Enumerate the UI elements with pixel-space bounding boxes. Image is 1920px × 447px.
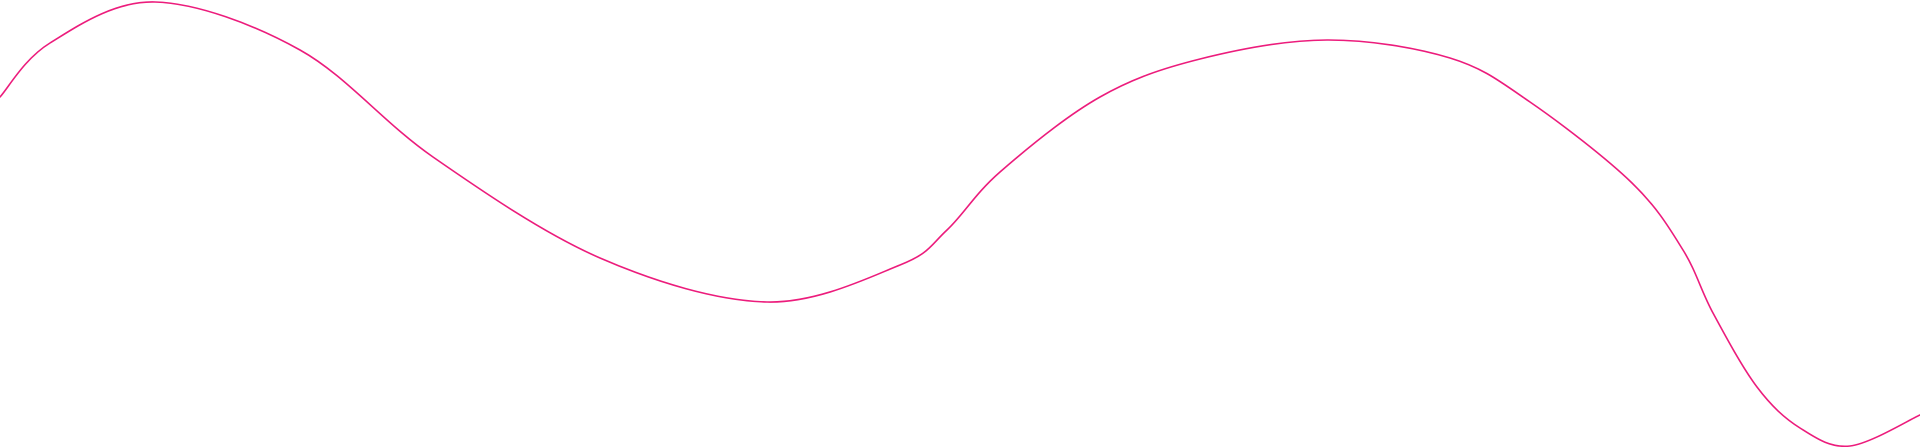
wave-curve [0,1,1920,447]
decorative-wave-line [0,1,1920,447]
